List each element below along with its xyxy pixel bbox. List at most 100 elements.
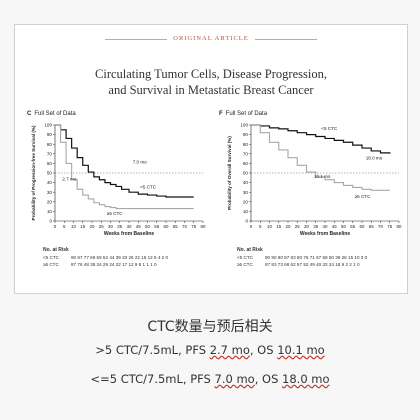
x-tick-label: 20 xyxy=(286,224,291,229)
x-tick-label: 45 xyxy=(136,224,141,229)
curve-annotation: 10.1 mo xyxy=(314,174,331,179)
curve-annotation: 2.7 mo xyxy=(62,177,76,182)
pfs-chart: 0 10 20 30 40 50 60 70 80 90 100 0 5 10 15 20 25 30 35 40 45… xyxy=(31,123,206,237)
x-tick-label: 15 xyxy=(276,224,281,229)
x-tick-label: 80 xyxy=(201,224,206,229)
risk-row-label: ≥5 CTC xyxy=(237,262,253,267)
x-tick-label: 45 xyxy=(332,224,337,229)
curve-annotation: <5 CTC xyxy=(321,126,338,131)
risk-row-values: 87 76 48 38 34 29 24 22 17 12 9 8 1 1 1 … xyxy=(71,262,157,267)
y-axis-label: Probability of Overall Survival (%) xyxy=(227,136,232,210)
y-tick-label: 10 xyxy=(47,209,53,214)
x-tick-label: 80 xyxy=(397,224,402,229)
os-chart: 0 10 20 30 40 50 60 70 80 90 100 0 5 10 15 20 25 30 35 40 45… xyxy=(227,123,402,237)
risk-row-label: ≥5 CTC xyxy=(43,262,59,267)
x-tick-label: 55 xyxy=(350,224,355,229)
curve-annotation: 7.0 mo xyxy=(133,159,147,164)
y-tick-label: 80 xyxy=(243,142,249,147)
y-tick-label: 10 xyxy=(243,209,249,214)
y-tick-label: 60 xyxy=(47,161,53,166)
pfs-value: 2.7 mo xyxy=(209,343,250,357)
y-tick-label: 40 xyxy=(47,180,53,185)
pfs-risk-title: No. at Risk xyxy=(43,247,69,253)
curve-annotation: ≥5 CTC xyxy=(107,211,123,216)
y-tick-label: 50 xyxy=(47,171,53,176)
km-curve-low-ctc xyxy=(55,124,194,198)
km-curve-high-ctc xyxy=(251,124,390,191)
y-tick-label: 50 xyxy=(243,171,249,176)
x-tick-label: 25 xyxy=(99,224,104,229)
y-tick-label: 100 xyxy=(240,123,248,128)
curve-annotation: 18.0 mo xyxy=(366,156,383,161)
x-tick-label: 65 xyxy=(369,224,374,229)
x-tick-label: 65 xyxy=(173,224,178,229)
caption-text: , OS xyxy=(249,343,278,357)
caption-text: <=5 CTC/7.5mL, PFS xyxy=(90,372,215,386)
os-value: 10.1 mo xyxy=(277,343,325,357)
y-tick-label: 70 xyxy=(243,151,249,156)
x-tick-label: 30 xyxy=(108,224,113,229)
km-curve-high-ctc xyxy=(55,124,194,210)
article-banner: ORIGINAL ARTICLE xyxy=(173,35,249,42)
x-tick-label: 15 xyxy=(80,224,85,229)
y-tick-label: 0 xyxy=(49,219,52,224)
os-risk-row: ≥5 CTC 87 83 73 68 62 57 52 49 40 33 24 1… xyxy=(237,261,367,268)
banner-rule-left xyxy=(105,39,167,40)
pfs-risk-row: <5 CTC 90 87 77 69 59 52 44 39 33 26 22 1… xyxy=(43,254,168,261)
x-tick-label: 10 xyxy=(267,224,272,229)
x-tick-label: 35 xyxy=(313,224,318,229)
x-tick-label: 0 xyxy=(54,224,57,229)
panel-c-subtitle: Full Set of Data xyxy=(34,111,76,117)
x-tick-label: 30 xyxy=(304,224,309,229)
x-tick-label: 55 xyxy=(154,224,159,229)
risk-row-label: <5 CTC xyxy=(237,255,253,260)
x-tick-label: 25 xyxy=(295,224,300,229)
caption-text: >5 CTC/7.5mL, PFS xyxy=(95,343,210,357)
y-tick-label: 20 xyxy=(47,199,53,204)
pfs-risk-table: No. at Risk <5 CTC 90 87 77 69 59 52 44 3… xyxy=(43,247,168,268)
pfs-value: 7.0 mo xyxy=(214,372,255,386)
y-tick-label: 90 xyxy=(47,132,53,137)
x-tick-label: 50 xyxy=(145,224,150,229)
panel-f-letter: F xyxy=(219,111,223,117)
caption-line-low-ctc: <=5 CTC/7.5mL, PFS 7.0 mo, OS 18.0 mo xyxy=(0,372,420,386)
x-tick-label: 5 xyxy=(63,224,66,229)
x-tick-label: 75 xyxy=(191,224,196,229)
os-risk-title: No. at Risk xyxy=(237,247,263,253)
km-curve-low-ctc xyxy=(251,124,391,154)
banner-rule-right xyxy=(255,39,317,40)
y-tick-label: 20 xyxy=(243,199,249,204)
y-tick-label: 70 xyxy=(47,151,53,156)
caption-heading: CTC数量与预后相关 xyxy=(147,319,273,335)
article-title-line2: and Survival in Metastatic Breast Cancer xyxy=(108,83,314,97)
os-risk-table: No. at Risk <5 CTC 90 90 90 87 83 80 76 7… xyxy=(237,247,367,268)
y-tick-label: 30 xyxy=(243,190,249,195)
risk-row-values: 87 83 73 68 62 57 52 49 40 33 24 18 9 2 … xyxy=(265,262,360,267)
risk-row-label: <5 CTC xyxy=(43,255,59,260)
curve-annotation: <5 CTC xyxy=(140,184,157,189)
x-tick-label: 35 xyxy=(117,224,122,229)
y-tick-label: 0 xyxy=(245,219,248,224)
x-tick-label: 60 xyxy=(360,224,365,229)
x-tick-label: 75 xyxy=(387,224,392,229)
x-tick-label: 5 xyxy=(259,224,262,229)
x-tick-label: 70 xyxy=(378,224,383,229)
panel-f-subtitle: Full Set of Data xyxy=(225,111,268,117)
y-tick-label: 100 xyxy=(44,123,52,128)
y-axis-label: Probability of Progression-free Survival… xyxy=(31,125,36,220)
article-title-line1: Circulating Tumor Cells, Disease Progres… xyxy=(95,67,327,81)
x-tick-label: 10 xyxy=(71,224,76,229)
pfs-risk-row: ≥5 CTC 87 76 48 38 34 29 24 22 17 12 9 8 … xyxy=(43,261,168,268)
y-tick-label: 90 xyxy=(243,132,249,137)
article-figure: ORIGINAL ARTICLE Circulating Tumor Cells… xyxy=(14,24,408,294)
y-tick-label: 60 xyxy=(243,161,249,166)
panel-c-header: C Full Set of Data xyxy=(27,111,76,117)
x-axis-label: Weeks from Baseline xyxy=(104,231,154,237)
risk-row-values: 90 87 77 69 59 52 44 39 33 26 22 16 12 5… xyxy=(71,255,169,260)
os-risk-row: <5 CTC 90 90 90 87 83 80 76 71 67 59 50 3… xyxy=(237,254,367,261)
x-tick-label: 60 xyxy=(164,224,169,229)
x-tick-label: 50 xyxy=(341,224,346,229)
y-tick-label: 40 xyxy=(243,180,249,185)
risk-row-values: 90 90 90 87 83 80 76 71 67 59 50 39 28 1… xyxy=(265,255,368,260)
